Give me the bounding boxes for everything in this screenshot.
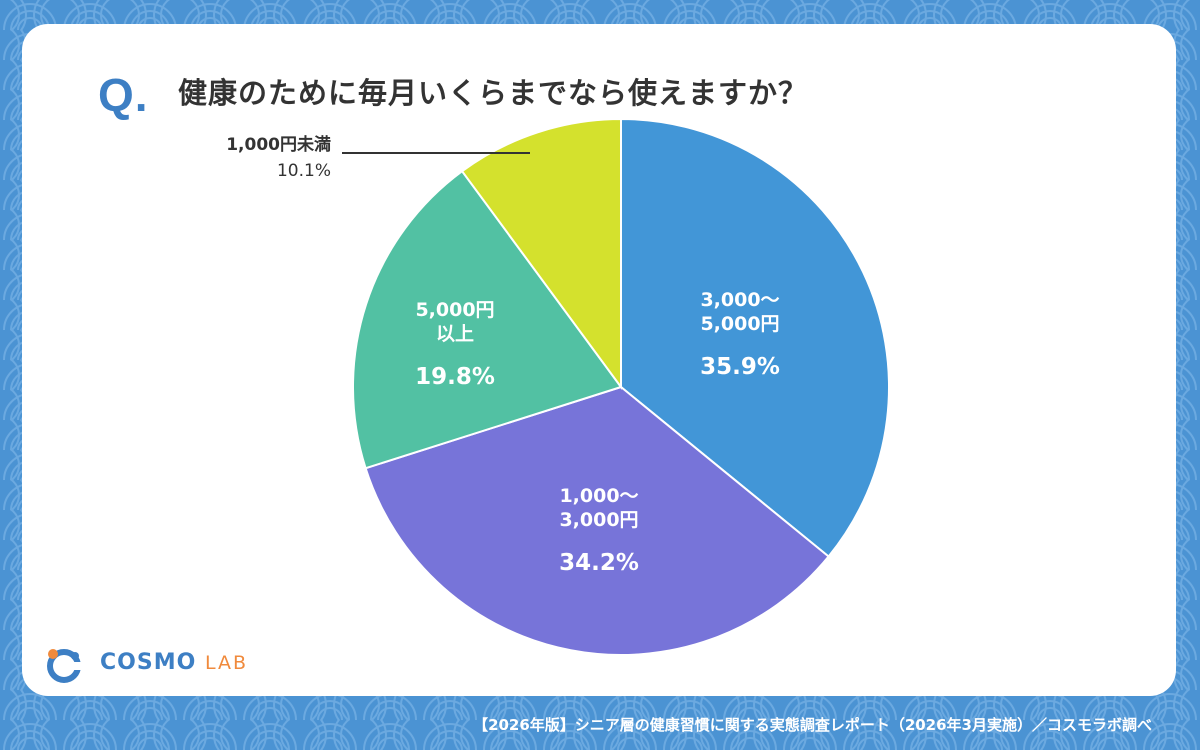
content-card: Q. 健康のために毎月いくらまでなら使えますか？ 3,000〜 5,000円 35.… <box>22 24 1176 696</box>
pie-slice-0 <box>620 117 890 558</box>
logo-mark-icon <box>47 649 82 683</box>
pie-chart: 3,000〜5,000円35.9%1,000〜3,000円34.2%5,000円… <box>226 117 890 656</box>
question-mark-label: Q. <box>98 69 149 121</box>
slice-category-label: 1,000〜 <box>559 485 638 507</box>
pie-slice-1 <box>364 385 830 656</box>
pie-slice-2 <box>352 169 623 470</box>
logo-main-text: COSMO <box>100 650 197 675</box>
cosmo-lab-logo: COSMO LAB <box>44 644 284 684</box>
slice-category-label: 3,000円 <box>559 509 638 531</box>
slice-category-label: 5,000円 <box>415 299 494 321</box>
slice-category-label: 3,000〜 <box>700 289 779 311</box>
slice-percent-label: 10.1% <box>277 161 331 181</box>
slice-percent-label: 35.9% <box>700 354 780 380</box>
slice-category-label: 以上 <box>436 323 474 345</box>
question-title: 健康のために毎月いくらまでなら使えますか？ <box>178 76 809 110</box>
slice-category-label: 1,000円未満 <box>226 134 331 155</box>
slice-label-1: 1,000〜3,000円 34.2% <box>559 485 639 576</box>
slice-category-label: 5,000円 <box>700 313 779 335</box>
logo-sub-text: LAB <box>204 652 249 674</box>
slice-label-0: 3,000〜5,000円 35.9% <box>700 289 780 380</box>
slice-percent-label: 34.2% <box>559 550 639 576</box>
source-footer: 【2026年版】シニア層の健康習慣に関する実態調査レポート（2026年3月実施）… <box>473 716 1152 734</box>
pie-slice-3 <box>460 117 622 391</box>
slice-percent-label: 19.8% <box>415 364 495 390</box>
